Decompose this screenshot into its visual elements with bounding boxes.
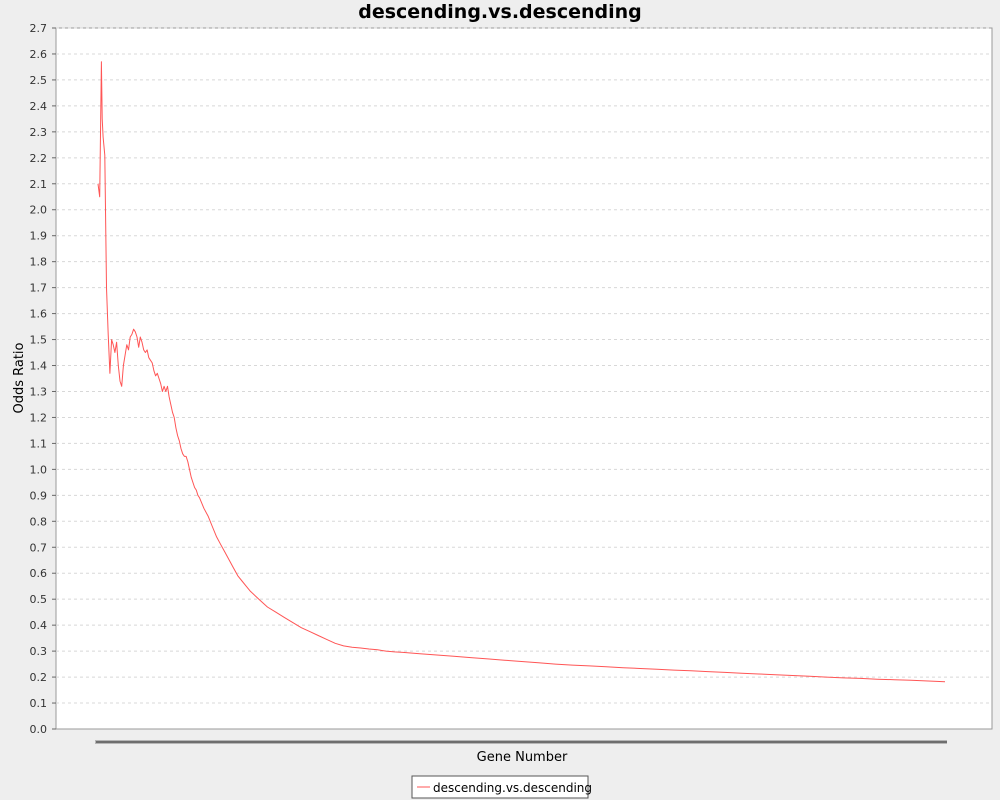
y-tick-label: 0.6 [30, 567, 48, 580]
legend-box [411, 775, 589, 799]
y-tick-label: 0.4 [30, 619, 48, 632]
y-tick-label: 1.8 [30, 256, 48, 269]
y-tick-label: 0.0 [30, 723, 48, 736]
y-tick-label: 0.7 [30, 541, 48, 554]
y-tick-label: 1.1 [30, 437, 48, 450]
x-axis-ticks [95, 740, 947, 744]
y-tick-label: 1.6 [30, 308, 48, 321]
y-tick-label: 2.2 [30, 152, 48, 165]
grid [56, 27, 992, 704]
y-tick-label: 0.3 [30, 645, 48, 658]
legend: descending.vs.descending [411, 775, 592, 799]
y-tick-label: 0.1 [30, 697, 48, 710]
legend-entry: descending.vs.descending [433, 781, 592, 795]
y-tick-label: 2.7 [30, 22, 48, 35]
y-tick-label: 1.4 [30, 360, 48, 373]
y-tick-label: 2.6 [30, 48, 48, 61]
y-tick-label: 0.2 [30, 671, 48, 684]
y-tick-label: 0.5 [30, 593, 48, 606]
series-line [97, 61, 946, 683]
y-tick-label: 0.8 [30, 515, 48, 528]
y-tick-label: 2.0 [30, 204, 48, 217]
y-tick-label: 1.7 [30, 282, 48, 295]
y-axis-ticks: 0.0 0.1 0.2 0.3 0.4 0.5 0.6 0.7 0.8 0.9 1.0 1.1 1.2 1… [30, 22, 56, 736]
y-tick-label: 0.9 [30, 489, 48, 502]
series-layer [97, 61, 946, 683]
y-tick-label: 2.5 [30, 74, 48, 87]
y-tick-label: 1.3 [30, 385, 48, 398]
x-axis-label: Gene Number [477, 750, 568, 765]
y-tick-label: 1.0 [30, 463, 48, 476]
chart-title: descending.vs.descending [358, 1, 642, 23]
y-tick-label: 1.5 [30, 334, 48, 347]
y-tick-label: 2.4 [30, 100, 48, 113]
y-tick-label: 2.3 [30, 126, 48, 139]
plot-area [55, 27, 993, 730]
y-tick-label: 1.2 [30, 411, 48, 424]
y-axis-label: Odds Ratio [12, 342, 27, 413]
y-tick-label: 1.9 [30, 230, 48, 243]
y-tick-label: 2.1 [30, 178, 48, 191]
